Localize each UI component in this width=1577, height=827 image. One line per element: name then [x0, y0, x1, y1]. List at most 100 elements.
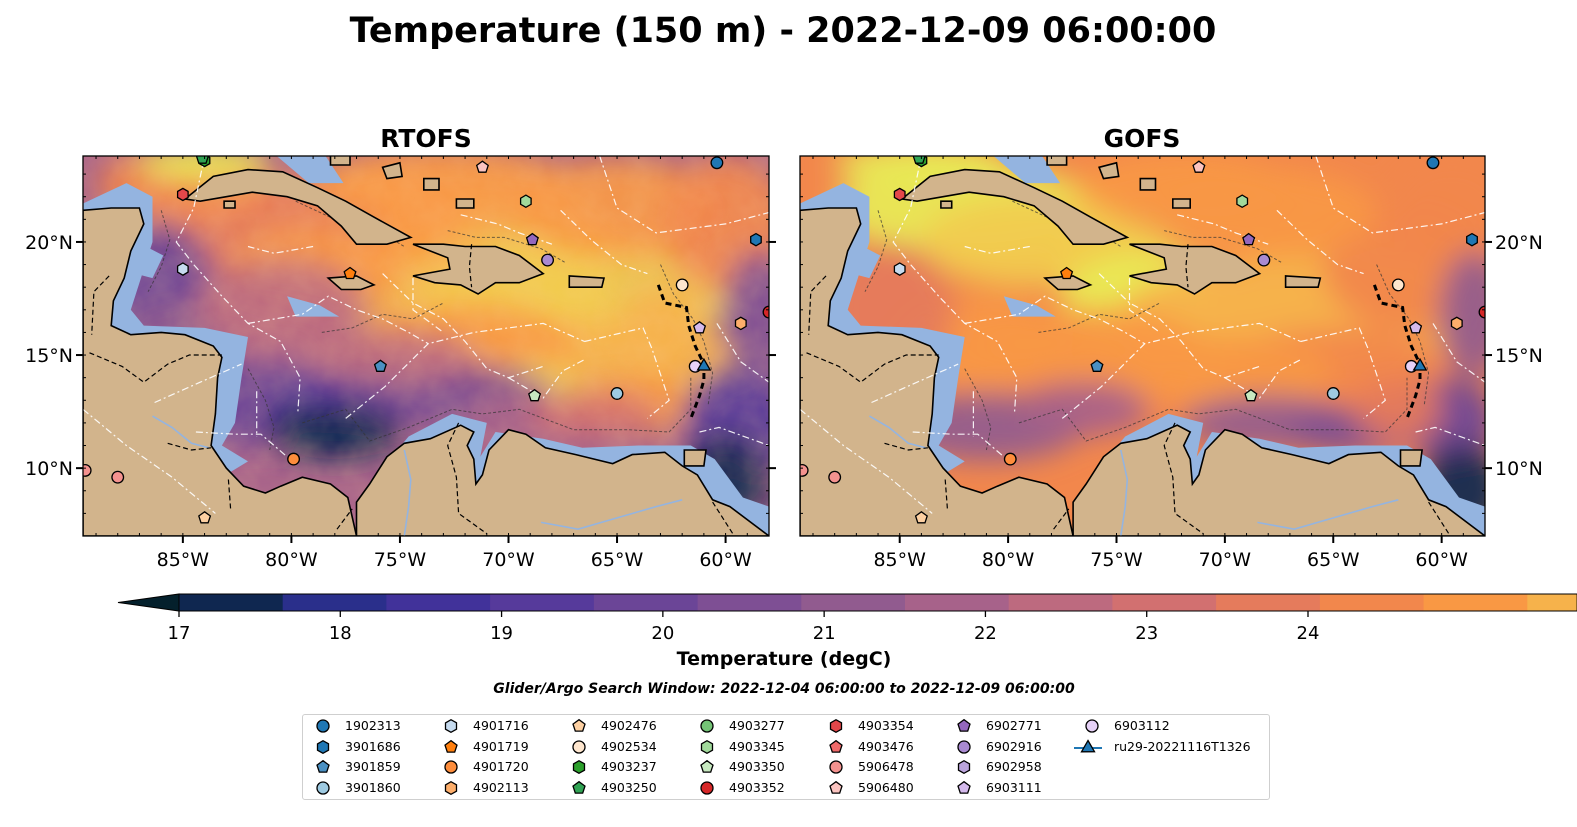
float-legend: 1902313 3901686 3901859 3901860 4901716 49017…	[302, 714, 1270, 800]
legend-marker-icon	[957, 759, 971, 775]
depth-contour	[247, 368, 275, 451]
legend-label: 1902313	[345, 718, 401, 733]
land-polygon	[422, 177, 440, 191]
float-marker	[373, 359, 387, 372]
country-border	[712, 501, 735, 536]
continental-shelf	[126, 239, 164, 279]
depth-contour	[302, 377, 692, 442]
land-polygon	[1284, 275, 1322, 289]
legend-label: 4903350	[729, 759, 785, 774]
colorbar-tick-label: 22	[974, 623, 997, 644]
river	[1120, 449, 1129, 536]
eez-boundary	[699, 426, 769, 447]
legend-marker-icon	[700, 719, 714, 733]
continental-shelf	[1003, 296, 1056, 317]
eez-boundary	[1432, 323, 1485, 383]
colorbar-segment	[801, 594, 906, 611]
legend-marker-icon	[572, 780, 586, 794]
float-marker	[1466, 232, 1478, 247]
lesser-antilles	[656, 284, 706, 419]
colorbar-tick-label: 23	[1135, 623, 1158, 644]
legend-marker	[572, 739, 586, 754]
legend-label: 5906480	[858, 779, 914, 795]
float-marker	[1426, 156, 1440, 170]
land-polygon	[568, 275, 606, 289]
legend-label: 4903352	[729, 779, 785, 795]
float-marker	[893, 187, 906, 202]
legend-marker	[700, 739, 714, 754]
legend-label: 4901719	[473, 738, 529, 754]
lon-tick-label: 80°W	[265, 549, 318, 571]
float-marker	[528, 388, 542, 402]
eez-boundary	[195, 431, 288, 458]
country-border	[89, 352, 222, 383]
legend-marker-icon	[316, 739, 330, 754]
legend-marker-icon	[957, 739, 971, 754]
land-polygon	[381, 161, 404, 180]
legend-label: 3901859	[345, 759, 401, 774]
colorbar-segment	[697, 594, 802, 611]
legend-marker-icon	[957, 718, 971, 732]
colorbar-tick-label: 21	[813, 623, 836, 644]
float-marker	[914, 510, 928, 524]
legend-marker	[957, 759, 971, 775]
legend-label: 3901686	[345, 738, 401, 754]
eez-boundary	[154, 363, 242, 404]
lat-tick-label: 10°N	[1495, 458, 1543, 480]
map-panel-gofs: 85°W 80°W 75°W 70°W 65°W 60°W 10°N 15°N 20°N	[799, 155, 1543, 571]
legend-label: ru29-20221116T1326	[1114, 738, 1251, 754]
colorbar-segment	[490, 594, 595, 611]
colorbar-segment	[1008, 594, 1113, 611]
legend-marker	[829, 780, 843, 794]
legend-marker-icon	[572, 739, 586, 754]
eez-boundary	[871, 363, 959, 404]
eez-boundary	[247, 295, 429, 345]
legend-marker	[957, 718, 971, 732]
colorbar-label: Temperature (degC)	[677, 648, 892, 670]
eez-boundary	[175, 156, 301, 412]
legend-marker-icon	[829, 760, 843, 774]
float-marker	[710, 156, 724, 170]
colorbar-extend-min	[117, 593, 180, 612]
legend-marker-icon	[829, 718, 843, 734]
colorbar-segment	[905, 594, 1010, 611]
eez-boundary	[912, 431, 1005, 458]
lon-tick-label: 70°W	[1199, 549, 1252, 571]
figure-title: Temperature (150 m) - 2022-12-09 06:00:0…	[350, 11, 1217, 51]
panel-title-rtofs: RTOFS	[380, 124, 472, 153]
float-marker	[828, 470, 842, 484]
legend-label: 4903345	[729, 738, 785, 754]
country-border	[944, 479, 948, 509]
colorbar-segment	[1423, 594, 1528, 611]
legend-marker-icon	[829, 739, 843, 753]
country-border	[884, 442, 928, 451]
panel-title-gofs: GOFS	[1104, 124, 1181, 153]
legend-marker	[829, 739, 843, 753]
country-border	[336, 508, 353, 530]
continental-shelf	[993, 156, 1061, 184]
land-polygon	[1046, 156, 1068, 166]
eez-boundary	[1061, 322, 1301, 419]
legend-label: 4902476	[601, 718, 657, 733]
legend-marker-icon	[444, 780, 458, 795]
legend-marker-icon	[316, 719, 330, 733]
legend-label: 3901860	[345, 779, 401, 795]
depth-contour	[864, 210, 888, 292]
legend-marker	[444, 739, 458, 753]
country-border	[1185, 244, 1189, 288]
legend-marker-icon	[700, 739, 714, 754]
colorbar-tick-label: 18	[329, 623, 352, 644]
eez-boundary	[412, 278, 444, 333]
float-marker	[519, 194, 532, 209]
float-marker	[83, 463, 92, 477]
land-polygon	[683, 449, 707, 467]
lon-tick-label: 65°W	[591, 549, 644, 571]
float-marker	[1060, 266, 1074, 280]
colorbar-segment	[1112, 594, 1217, 611]
eez-boundary	[1415, 426, 1485, 447]
eez-boundary	[892, 156, 1018, 412]
depth-contour	[321, 302, 444, 333]
legend-label: 6903111	[986, 779, 1042, 795]
continental-shelf	[843, 239, 881, 279]
float-marker	[1003, 452, 1017, 466]
